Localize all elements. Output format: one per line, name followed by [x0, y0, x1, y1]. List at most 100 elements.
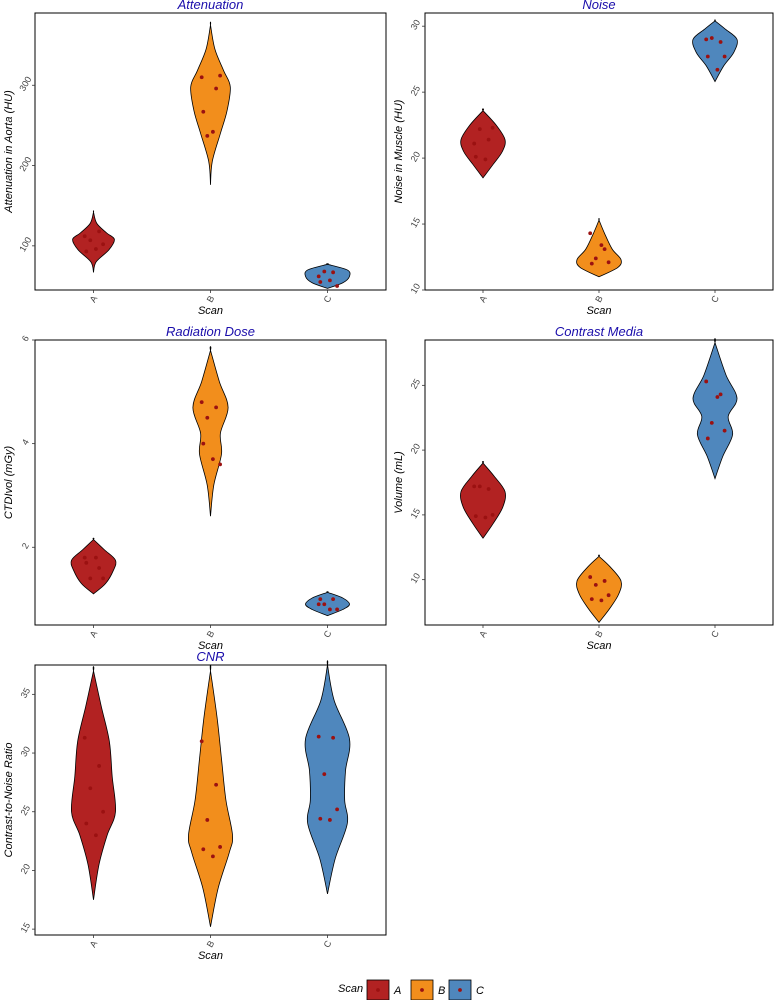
- point-B: [589, 597, 594, 601]
- violin-A: [72, 210, 115, 273]
- legend-point-A: [376, 988, 380, 992]
- point-C: [335, 807, 339, 812]
- violin-B: [576, 554, 622, 624]
- point-B: [606, 260, 611, 265]
- point-A: [82, 555, 87, 560]
- x-axis-label: Scan: [198, 640, 223, 652]
- point-A: [94, 247, 98, 251]
- legend-point-B: [420, 988, 424, 992]
- x-tick-label: B: [205, 629, 217, 639]
- point-B: [205, 415, 210, 420]
- point-B: [599, 598, 604, 603]
- point-A: [472, 484, 477, 489]
- point-A: [97, 764, 101, 768]
- point-C: [715, 67, 720, 72]
- y-tick-label: 2: [20, 541, 31, 550]
- point-C: [709, 421, 714, 425]
- y-axis-label: Attenuation in Aorta (HU): [3, 90, 15, 214]
- x-tick-label: B: [593, 629, 605, 639]
- y-axis-label: Volume (mL): [393, 451, 405, 514]
- panel-2: 10 15 20 25 30 A B C Noise Scan Noise in Muscle (H…: [393, 0, 774, 317]
- point-A: [97, 229, 101, 234]
- legend-label-C: C: [476, 985, 484, 997]
- point-C: [705, 436, 710, 441]
- point-A: [82, 735, 87, 740]
- point-C: [335, 607, 339, 612]
- point-A: [473, 154, 478, 159]
- point-A: [477, 484, 482, 489]
- point-C: [322, 269, 327, 274]
- violin-A: [70, 537, 117, 595]
- chart-title: Noise: [582, 0, 615, 12]
- point-A: [101, 576, 105, 581]
- point-C: [316, 734, 321, 739]
- point-B: [218, 845, 223, 849]
- violin-A: [460, 461, 506, 539]
- point-C: [704, 37, 709, 42]
- y-tick-label: 15: [19, 921, 33, 935]
- point-B: [211, 854, 215, 859]
- chart-title: CNR: [196, 649, 224, 664]
- legend: Scan A B C: [338, 979, 484, 1000]
- x-tick-label: A: [477, 629, 489, 639]
- point-A: [472, 141, 477, 146]
- y-tick-label: 30: [409, 18, 423, 32]
- point-A: [486, 487, 491, 491]
- point-C: [718, 40, 723, 44]
- panel-1: 100 200 300 A B C Attenuation Scan Attenuation i…: [3, 0, 387, 317]
- point-C: [715, 395, 720, 399]
- point-A: [101, 242, 105, 247]
- violin-A: [70, 666, 117, 900]
- point-B: [218, 73, 223, 78]
- y-tick-label: 25: [409, 377, 423, 391]
- point-A: [483, 515, 488, 520]
- point-B: [205, 133, 210, 138]
- point-C: [328, 278, 332, 283]
- x-tick-label: C: [709, 628, 721, 639]
- point-C: [331, 735, 335, 740]
- point-B: [602, 247, 607, 252]
- x-tick-label: B: [205, 294, 217, 304]
- y-tick-label: 20: [409, 150, 423, 164]
- point-C: [331, 270, 335, 275]
- point-A: [101, 809, 105, 814]
- y-tick-label: 20: [409, 442, 423, 456]
- point-C: [709, 36, 714, 40]
- point-C: [318, 597, 323, 601]
- y-tick-label: 25: [19, 803, 33, 817]
- point-B: [201, 441, 206, 446]
- x-tick-label: C: [322, 938, 334, 949]
- y-axis-label: Contrast-to-Noise Ratio: [3, 743, 15, 858]
- x-axis-label: Scan: [586, 305, 611, 317]
- point-C: [722, 428, 727, 433]
- y-tick-label: 15: [409, 216, 423, 230]
- x-tick-label: A: [88, 629, 100, 639]
- point-A: [486, 137, 491, 142]
- point-C: [328, 607, 332, 612]
- x-axis-label: Scan: [586, 640, 611, 652]
- y-tick-label: 30: [19, 745, 33, 759]
- point-B: [199, 739, 204, 744]
- point-C: [335, 284, 339, 288]
- point-C: [318, 816, 323, 821]
- point-A: [97, 566, 101, 570]
- y-tick-label: 300: [17, 75, 33, 93]
- point-B: [588, 231, 593, 236]
- panel-3: 2 4 6 A B C Radiation Dose Scan CTDIvol (mGy): [3, 324, 387, 652]
- point-B: [205, 818, 210, 822]
- point-A: [477, 127, 482, 131]
- x-tick-label: C: [322, 293, 334, 304]
- chart-title: Attenuation: [177, 0, 244, 12]
- point-C: [316, 602, 321, 607]
- point-B: [218, 462, 223, 467]
- point-B: [214, 86, 219, 91]
- legend-label-B: B: [438, 985, 445, 997]
- x-tick-label: B: [205, 939, 217, 949]
- y-tick-label: 35: [19, 686, 33, 700]
- point-B: [589, 261, 594, 266]
- violin-C: [304, 263, 351, 289]
- point-C: [331, 597, 335, 601]
- point-B: [201, 847, 206, 852]
- point-A: [84, 249, 89, 254]
- y-tick-label: 20: [19, 862, 33, 876]
